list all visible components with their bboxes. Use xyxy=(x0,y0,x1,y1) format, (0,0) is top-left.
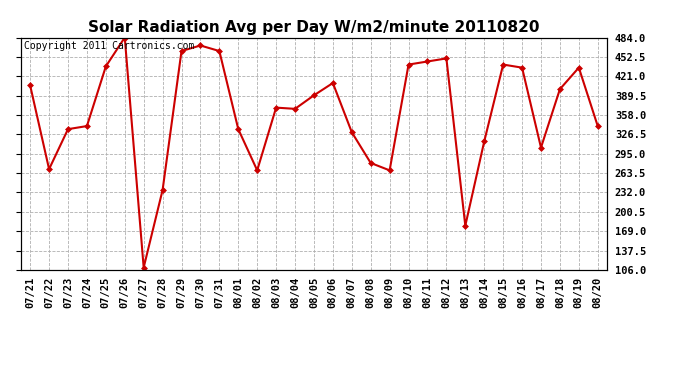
Text: Copyright 2011 Cartronics.com: Copyright 2011 Cartronics.com xyxy=(23,41,194,51)
Title: Solar Radiation Avg per Day W/m2/minute 20110820: Solar Radiation Avg per Day W/m2/minute … xyxy=(88,20,540,35)
